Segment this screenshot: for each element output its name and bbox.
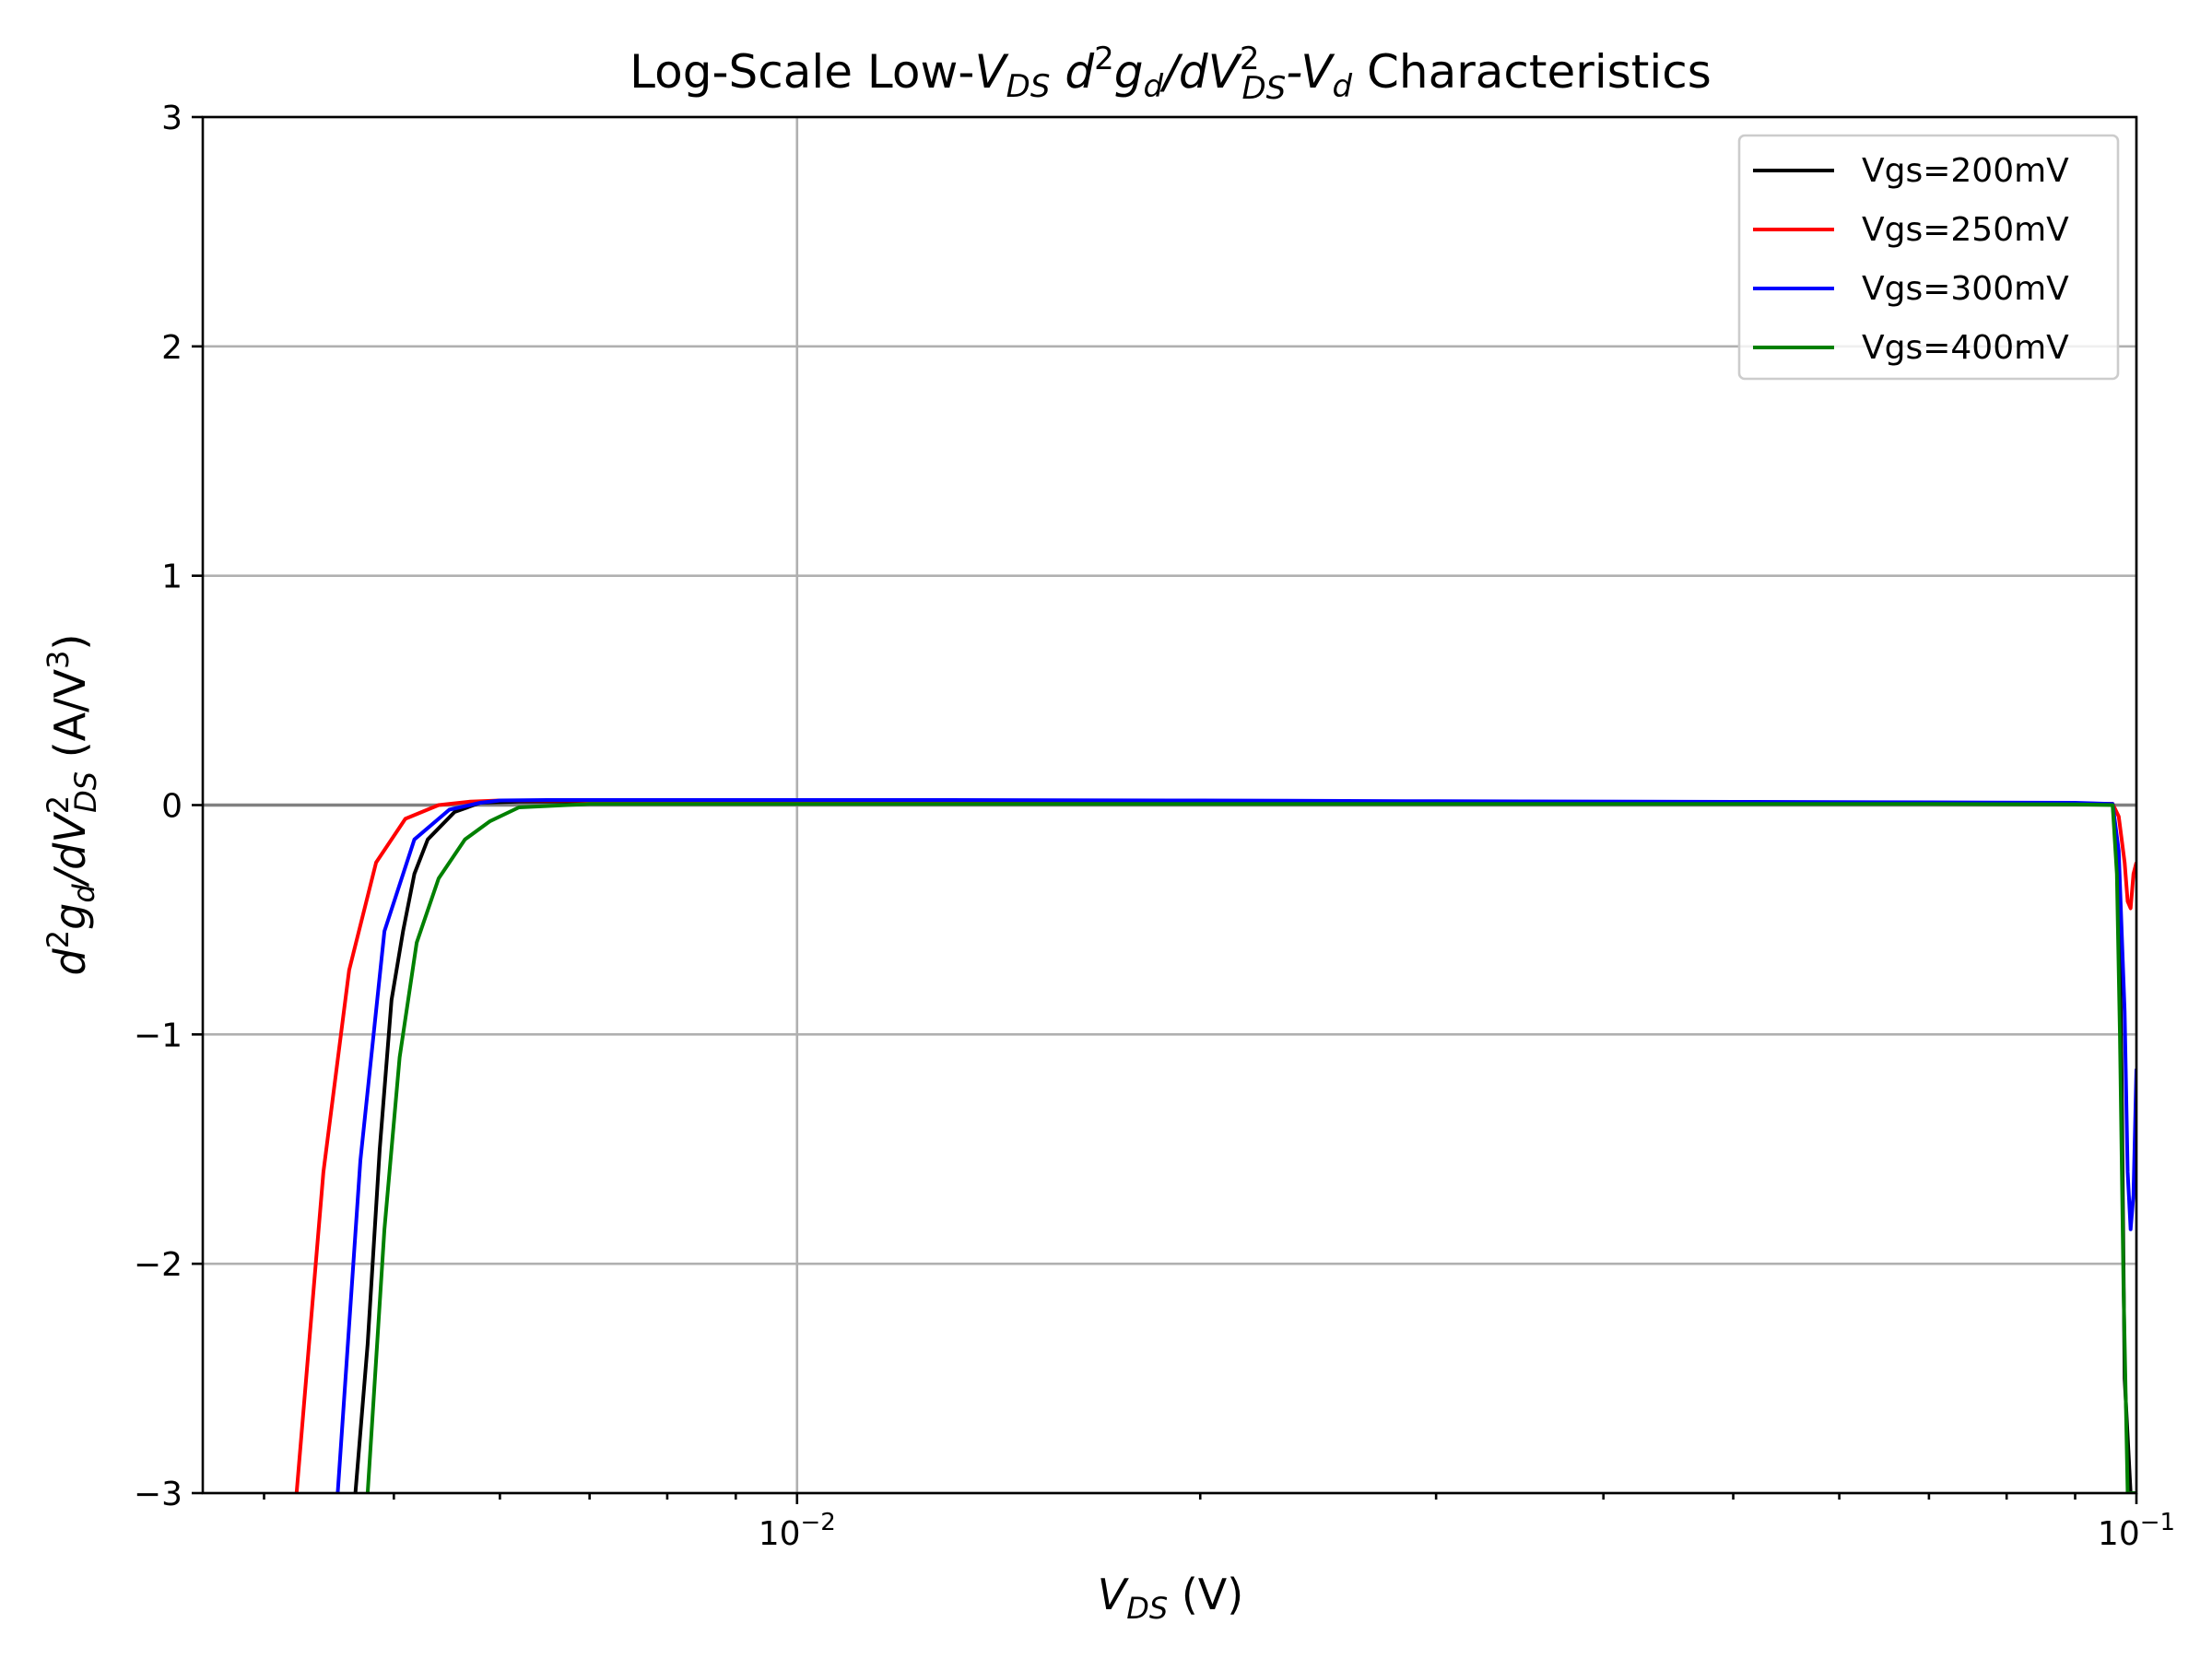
legend-frame — [1737, 134, 2120, 381]
legend-label-4: Vgs=400mV — [1862, 329, 2069, 367]
legend: Vgs=200mV Vgs=250mV Vgs=300mV Vgs=400mV — [1737, 134, 2120, 381]
y-tick-label: −3 — [134, 1476, 182, 1513]
y-tick-label: 1 — [161, 559, 182, 596]
legend-label-1: Vgs=200mV — [1862, 152, 2069, 190]
y-axis-label: d2gd/dV2DS (A/V3) — [41, 634, 103, 976]
y-tick-label: 2 — [161, 329, 182, 367]
x-axis-label: VDS (V) — [1098, 1570, 1243, 1626]
x-tick-label: 10−1 — [2098, 1509, 2175, 1553]
series-line-4 — [365, 802, 2136, 1493]
y-tick-label: −1 — [134, 1017, 182, 1054]
x-tick-label: 10−2 — [759, 1509, 836, 1553]
y-tick-label: 0 — [161, 788, 182, 826]
series-line-3 — [335, 798, 2136, 1493]
legend-label-3: Vgs=300mV — [1862, 270, 2069, 308]
y-tick-label: −2 — [134, 1246, 182, 1284]
chart-title: Log-Scale Low-VDS d2gd/dV2 DS-Vd Characte… — [629, 41, 1712, 107]
legend-label-2: Vgs=250mV — [1862, 211, 2069, 249]
series-lines — [294, 798, 2136, 1493]
y-tick-label: 3 — [161, 100, 182, 137]
